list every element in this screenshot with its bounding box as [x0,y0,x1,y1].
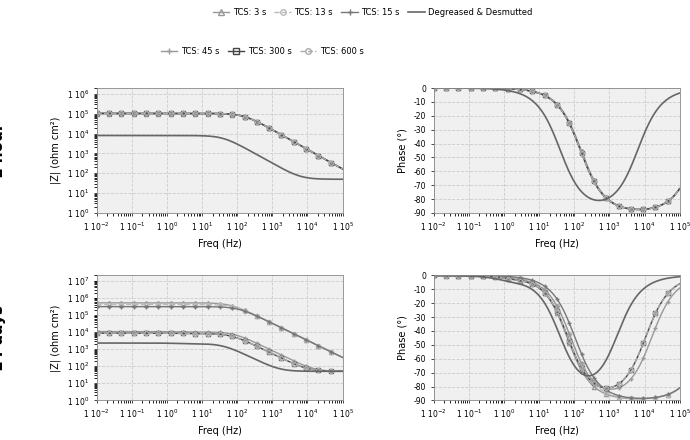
Text: 1 hour: 1 hour [0,123,6,178]
X-axis label: Freq (Hz): Freq (Hz) [535,238,579,249]
X-axis label: Freq (Hz): Freq (Hz) [197,426,241,436]
X-axis label: Freq (Hz): Freq (Hz) [535,426,579,436]
X-axis label: Freq (Hz): Freq (Hz) [197,238,241,249]
Y-axis label: |Z| (ohm cm²): |Z| (ohm cm²) [51,304,61,372]
Legend: TCS: 45 s, TCS: 300 s, TCS: 600 s: TCS: 45 s, TCS: 300 s, TCS: 600 s [157,44,367,59]
Legend: TCS: 3 s, TCS: 13 s, TCS: 15 s, Degreased & Desmutted: TCS: 3 s, TCS: 13 s, TCS: 15 s, Degrease… [209,4,536,20]
Y-axis label: Phase (°): Phase (°) [398,315,408,360]
Y-axis label: Phase (°): Phase (°) [398,128,408,173]
Text: 14 days: 14 days [0,305,6,371]
Y-axis label: |Z| (ohm cm²): |Z| (ohm cm²) [51,117,61,184]
